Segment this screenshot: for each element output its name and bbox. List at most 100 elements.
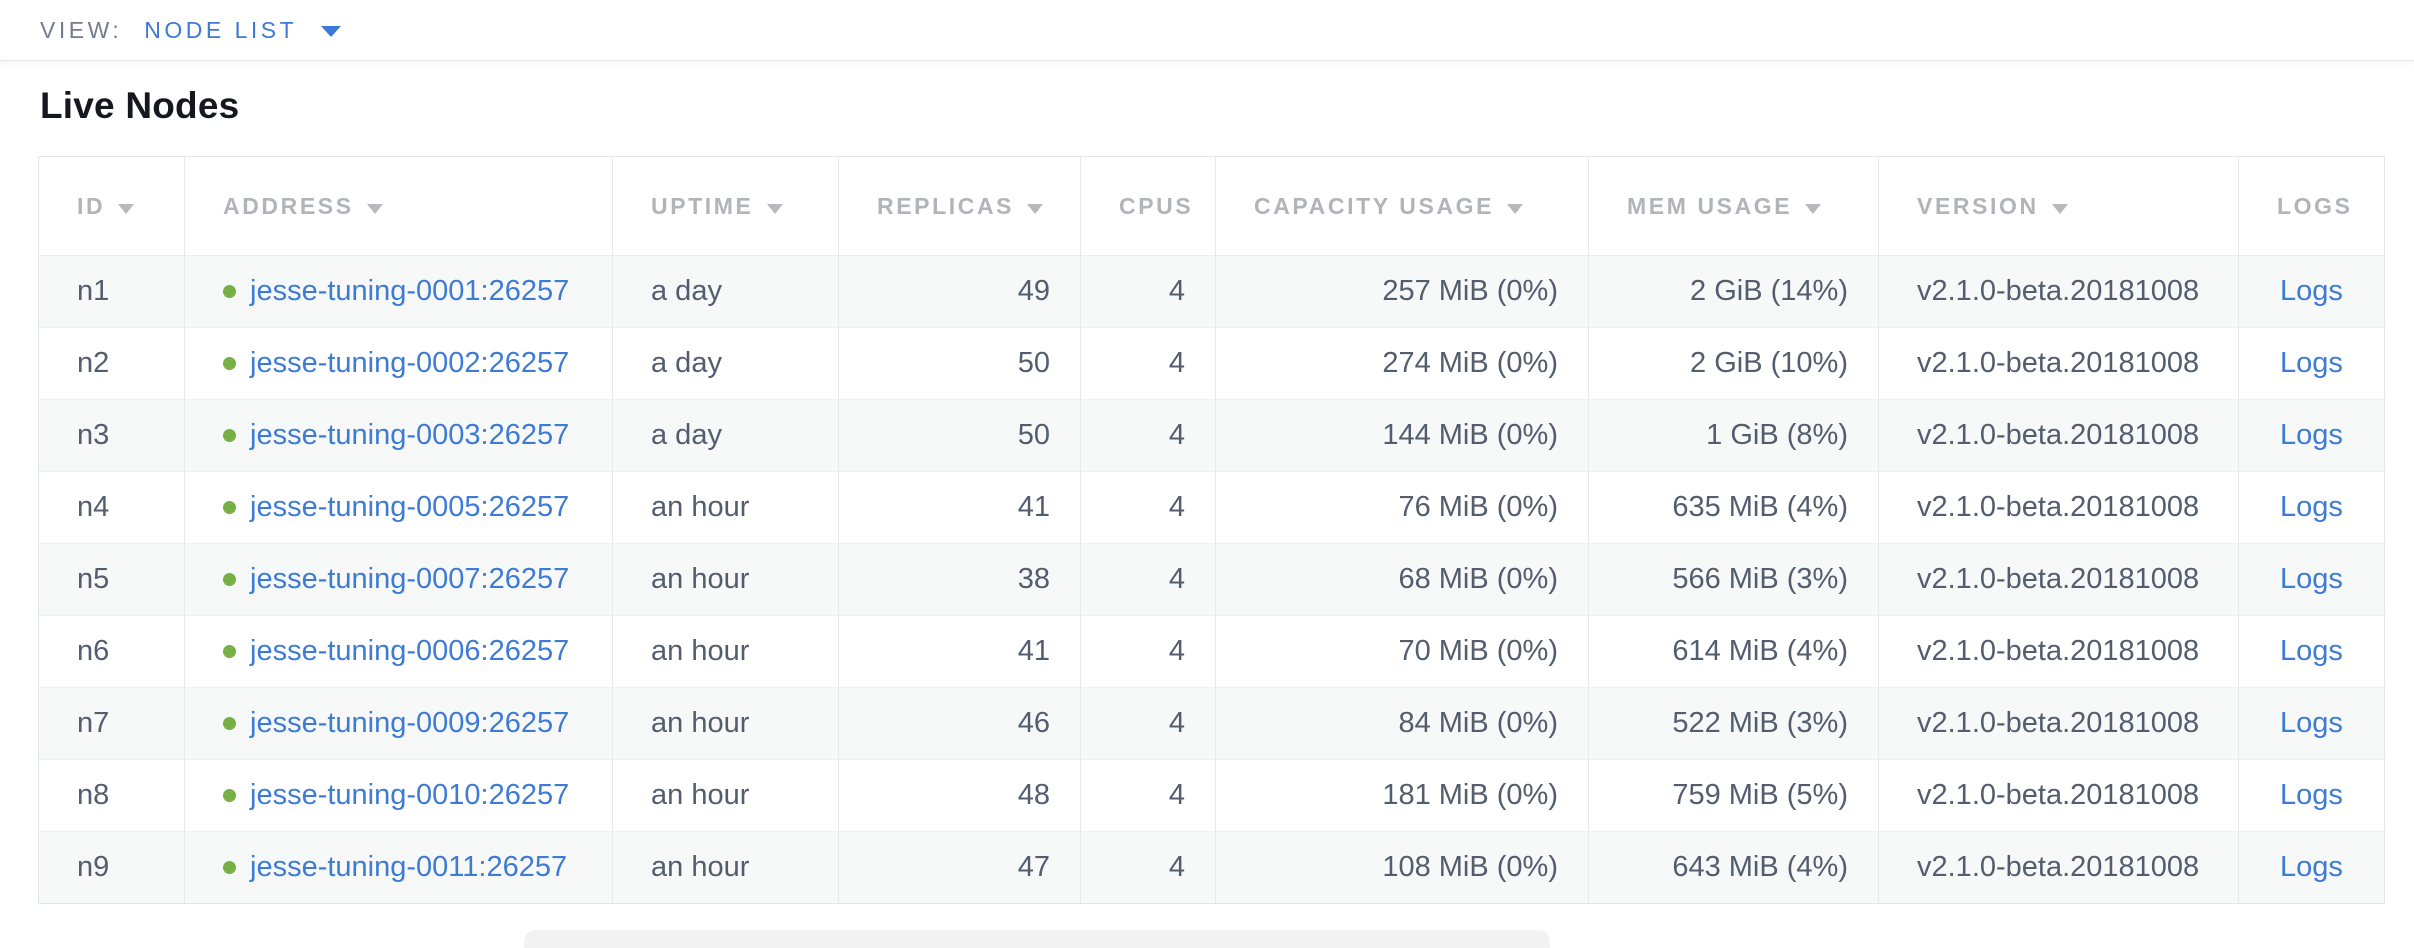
- cell-version: v2.1.0-beta.20181008: [1878, 831, 2239, 904]
- cell-uptime: an hour: [612, 759, 839, 832]
- address-link[interactable]: jesse-tuning-0009:26257: [250, 707, 570, 739]
- column-header-id[interactable]: ID: [38, 156, 185, 256]
- cell-mem-usage: 1 GiB (8%): [1588, 399, 1879, 472]
- cell-replicas: 46: [838, 687, 1081, 760]
- sort-caret-down-icon: [118, 203, 135, 214]
- column-header-capacity-usage[interactable]: CAPACITY USAGE: [1215, 156, 1589, 256]
- logs-link[interactable]: Logs: [2280, 563, 2343, 595]
- cell-cpus: 4: [1080, 831, 1216, 904]
- cell-mem-usage: 2 GiB (14%): [1588, 255, 1879, 328]
- view-label: VIEW:: [40, 16, 123, 43]
- cell-capacity-usage: 108 MiB (0%): [1215, 831, 1589, 904]
- logs-link[interactable]: Logs: [2280, 275, 2343, 307]
- logs-link[interactable]: Logs: [2280, 635, 2343, 667]
- cell-mem-usage: 566 MiB (3%): [1588, 543, 1879, 616]
- cell-uptime: an hour: [612, 687, 839, 760]
- cell-capacity-usage: 84 MiB (0%): [1215, 687, 1589, 760]
- cell-node-id: n2: [38, 327, 185, 400]
- cell-mem-usage: 2 GiB (10%): [1588, 327, 1879, 400]
- address-link[interactable]: jesse-tuning-0006:26257: [250, 635, 570, 667]
- logs-link[interactable]: Logs: [2280, 779, 2343, 811]
- cell-version: v2.1.0-beta.20181008: [1878, 543, 2239, 616]
- logs-link[interactable]: Logs: [2280, 491, 2343, 523]
- page-title: Live Nodes: [40, 85, 240, 126]
- table-row: n4 jesse-tuning-0005:26257 an hour 41 4 …: [38, 471, 2385, 544]
- cell-replicas: 50: [838, 327, 1081, 400]
- cell-replicas: 49: [838, 255, 1081, 328]
- cell-version: v2.1.0-beta.20181008: [1878, 471, 2239, 544]
- logs-link[interactable]: Logs: [2280, 419, 2343, 451]
- address-link[interactable]: jesse-tuning-0010:26257: [250, 779, 570, 811]
- view-bar: VIEW: NODE LIST: [0, 0, 2414, 61]
- address-link[interactable]: jesse-tuning-0005:26257: [250, 491, 570, 523]
- cell-uptime: a day: [612, 327, 839, 400]
- cell-version: v2.1.0-beta.20181008: [1878, 759, 2239, 832]
- logs-link[interactable]: Logs: [2280, 347, 2343, 379]
- cell-cpus: 4: [1080, 687, 1216, 760]
- cell-uptime: an hour: [612, 831, 839, 904]
- table-row: n5 jesse-tuning-0007:26257 an hour 38 4 …: [38, 543, 2385, 616]
- cell-node-id: n8: [38, 759, 185, 832]
- column-header-logs: LOGS: [2238, 156, 2385, 256]
- cell-mem-usage: 614 MiB (4%): [1588, 615, 1879, 688]
- table-row: n1 jesse-tuning-0001:26257 a day 49 4 25…: [38, 255, 2385, 328]
- cell-version: v2.1.0-beta.20181008: [1878, 399, 2239, 472]
- cell-node-id: n5: [38, 543, 185, 616]
- view-selector[interactable]: NODE LIST: [144, 17, 342, 44]
- cell-logs: Logs: [2238, 255, 2385, 328]
- address-link[interactable]: jesse-tuning-0011:26257: [250, 851, 568, 883]
- column-header-address[interactable]: ADDRESS: [184, 156, 613, 256]
- logs-link[interactable]: Logs: [2280, 707, 2343, 739]
- cell-logs: Logs: [2238, 327, 2385, 400]
- address-link[interactable]: jesse-tuning-0003:26257: [250, 419, 570, 451]
- column-header-label: REPLICAS: [877, 192, 1015, 219]
- cell-address: jesse-tuning-0001:26257: [184, 255, 613, 328]
- green-dot-icon: [223, 717, 236, 730]
- cell-node-id: n9: [38, 831, 185, 904]
- address-link[interactable]: jesse-tuning-0002:26257: [250, 347, 570, 379]
- column-header-label: VERSION: [1917, 192, 2039, 219]
- cell-cpus: 4: [1080, 615, 1216, 688]
- cell-address: jesse-tuning-0009:26257: [184, 687, 613, 760]
- cell-node-id: n3: [38, 399, 185, 472]
- cell-version: v2.1.0-beta.20181008: [1878, 327, 2239, 400]
- cell-uptime: an hour: [612, 615, 839, 688]
- column-header-version[interactable]: VERSION: [1878, 156, 2239, 256]
- cell-address: jesse-tuning-0007:26257: [184, 543, 613, 616]
- column-header-uptime[interactable]: UPTIME: [612, 156, 839, 256]
- cell-mem-usage: 759 MiB (5%): [1588, 759, 1879, 832]
- column-header-label: CAPACITY USAGE: [1254, 192, 1495, 219]
- table-row: n9 jesse-tuning-0011:26257 an hour 47 4 …: [38, 831, 2385, 904]
- next-section-edge: [524, 930, 1550, 948]
- cell-logs: Logs: [2238, 687, 2385, 760]
- column-header-replicas[interactable]: REPLICAS: [838, 156, 1081, 256]
- column-header-label: ID: [77, 192, 106, 219]
- green-dot-icon: [223, 645, 236, 658]
- cell-capacity-usage: 70 MiB (0%): [1215, 615, 1589, 688]
- cell-node-id: n4: [38, 471, 185, 544]
- cell-cpus: 4: [1080, 399, 1216, 472]
- cell-logs: Logs: [2238, 399, 2385, 472]
- cell-node-id: n7: [38, 687, 185, 760]
- column-header-mem-usage[interactable]: MEM USAGE: [1588, 156, 1879, 256]
- green-dot-icon: [223, 861, 236, 874]
- cell-capacity-usage: 274 MiB (0%): [1215, 327, 1589, 400]
- address-link[interactable]: jesse-tuning-0007:26257: [250, 563, 570, 595]
- column-header-label: LOGS: [2277, 192, 2353, 219]
- green-dot-icon: [223, 501, 236, 514]
- cell-cpus: 4: [1080, 471, 1216, 544]
- cell-version: v2.1.0-beta.20181008: [1878, 687, 2239, 760]
- cell-capacity-usage: 181 MiB (0%): [1215, 759, 1589, 832]
- cell-capacity-usage: 68 MiB (0%): [1215, 543, 1589, 616]
- green-dot-icon: [223, 357, 236, 370]
- green-dot-icon: [223, 429, 236, 442]
- table-row: n2 jesse-tuning-0002:26257 a day 50 4 27…: [38, 327, 2385, 400]
- table-row: n7 jesse-tuning-0009:26257 an hour 46 4 …: [38, 687, 2385, 760]
- cell-replicas: 41: [838, 471, 1081, 544]
- green-dot-icon: [223, 789, 236, 802]
- cell-address: jesse-tuning-0002:26257: [184, 327, 613, 400]
- cell-logs: Logs: [2238, 471, 2385, 544]
- cell-uptime: an hour: [612, 543, 839, 616]
- address-link[interactable]: jesse-tuning-0001:26257: [250, 275, 570, 307]
- logs-link[interactable]: Logs: [2280, 851, 2343, 883]
